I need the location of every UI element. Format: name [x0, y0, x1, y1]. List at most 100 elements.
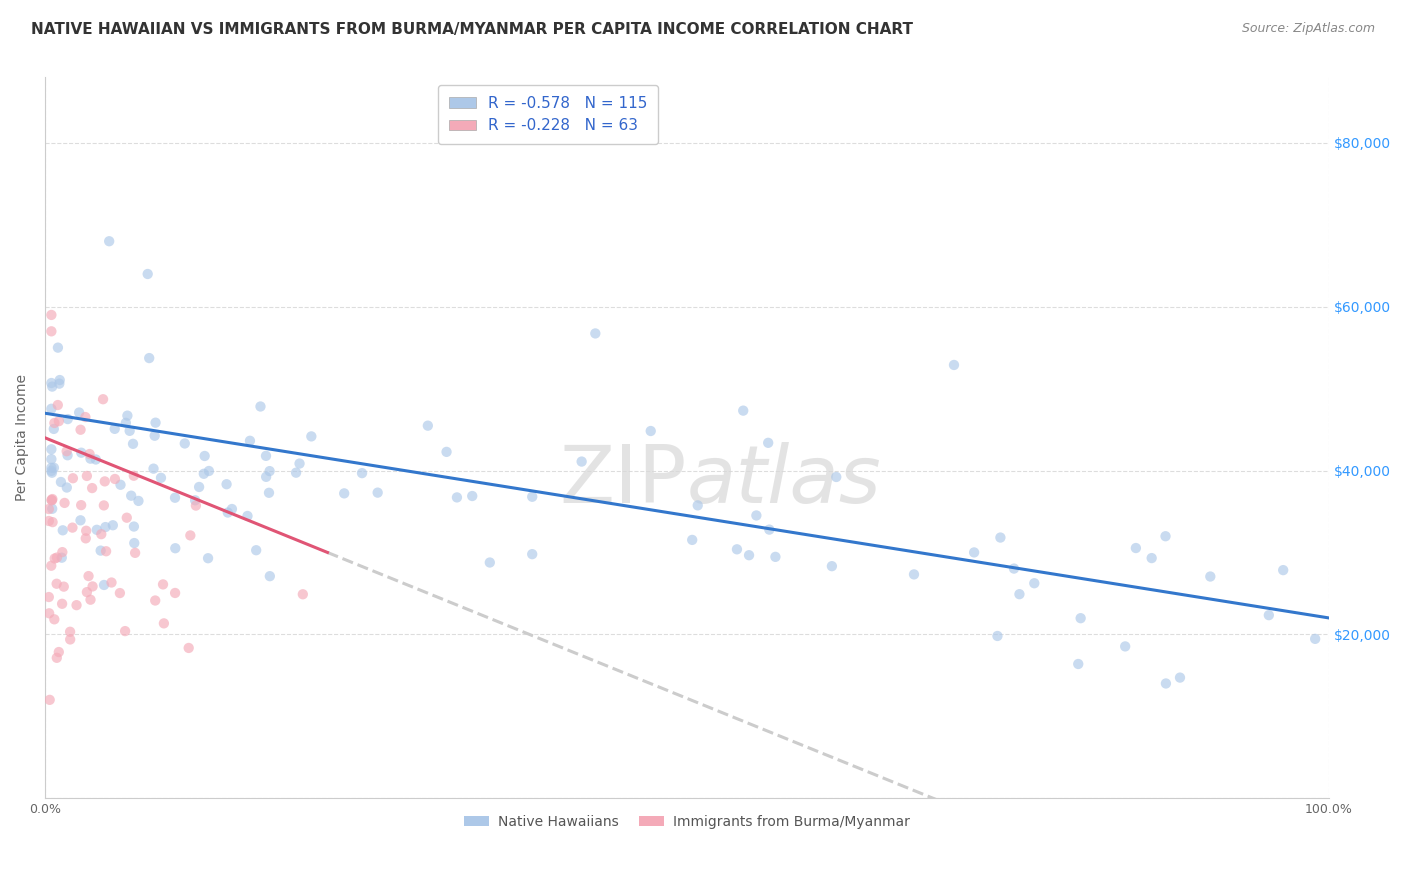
- Point: [198, 464, 221, 478]
- Point: [245, 543, 267, 558]
- Point: [76, 585, 98, 599]
- Point: [79, 447, 101, 461]
- Text: ZIP: ZIP: [560, 442, 688, 520]
- Point: [90, 543, 112, 558]
- Point: [124, 536, 146, 550]
- Point: [62, 471, 84, 485]
- Point: [100, 575, 122, 590]
- Point: [350, 466, 373, 480]
- Point: [41, 379, 63, 393]
- Point: [138, 351, 160, 365]
- Point: [254, 449, 277, 463]
- Point: [1154, 676, 1177, 690]
- Point: [41, 515, 63, 529]
- Point: [522, 490, 544, 504]
- Point: [943, 358, 966, 372]
- Point: [153, 616, 176, 631]
- Point: [56, 481, 79, 495]
- Point: [1024, 576, 1046, 591]
- Point: [758, 523, 780, 537]
- Point: [104, 422, 127, 436]
- Point: [56, 448, 79, 462]
- Point: [41, 401, 63, 416]
- Point: [38, 502, 60, 516]
- Point: [82, 481, 104, 495]
- Point: [522, 547, 544, 561]
- Point: [1070, 611, 1092, 625]
- Point: [48, 414, 70, 428]
- Point: [115, 416, 138, 430]
- Point: [48, 645, 70, 659]
- Point: [44, 551, 66, 566]
- Point: [124, 546, 146, 560]
- Point: [41, 501, 63, 516]
- Point: [41, 460, 63, 475]
- Point: [686, 499, 709, 513]
- Point: [41, 376, 63, 390]
- Point: [90, 527, 112, 541]
- Point: [45, 650, 67, 665]
- Point: [1008, 587, 1031, 601]
- Point: [75, 524, 97, 538]
- Text: atlas: atlas: [688, 442, 882, 520]
- Point: [681, 533, 703, 547]
- Point: [93, 578, 115, 592]
- Point: [110, 477, 132, 491]
- Point: [51, 545, 73, 559]
- Point: [127, 494, 149, 508]
- Point: [41, 491, 63, 506]
- Point: [136, 267, 159, 281]
- Point: [756, 435, 779, 450]
- Point: [142, 461, 165, 475]
- Point: [94, 520, 117, 534]
- Point: [69, 423, 91, 437]
- Point: [114, 624, 136, 639]
- Point: [163, 491, 186, 505]
- Point: [42, 422, 65, 436]
- Point: [1140, 551, 1163, 566]
- Point: [93, 499, 115, 513]
- Point: [821, 559, 844, 574]
- Text: NATIVE HAWAIIAN VS IMMIGRANTS FROM BURMA/MYANMAR PER CAPITA INCOME CORRELATION C: NATIVE HAWAIIAN VS IMMIGRANTS FROM BURMA…: [31, 22, 912, 37]
- Point: [165, 541, 187, 556]
- Point: [48, 373, 70, 387]
- Point: [101, 518, 124, 533]
- Point: [145, 416, 167, 430]
- Point: [733, 403, 755, 417]
- Point: [75, 532, 97, 546]
- Point: [76, 469, 98, 483]
- Text: Source: ZipAtlas.com: Source: ZipAtlas.com: [1241, 22, 1375, 36]
- Y-axis label: Per Capita Income: Per Capita Income: [15, 375, 30, 501]
- Point: [41, 452, 63, 467]
- Point: [236, 508, 259, 523]
- Point: [56, 412, 79, 426]
- Point: [41, 308, 63, 322]
- Point: [1257, 608, 1279, 623]
- Point: [46, 341, 69, 355]
- Point: [288, 457, 311, 471]
- Point: [75, 410, 97, 425]
- Point: [38, 693, 60, 707]
- Point: [285, 466, 308, 480]
- Point: [77, 569, 100, 583]
- Point: [48, 376, 70, 391]
- Point: [44, 612, 66, 626]
- Point: [903, 567, 925, 582]
- Point: [79, 592, 101, 607]
- Point: [152, 577, 174, 591]
- Point: [436, 445, 458, 459]
- Point: [38, 590, 60, 604]
- Point: [184, 493, 207, 508]
- Point: [91, 392, 114, 407]
- Point: [197, 551, 219, 566]
- Point: [38, 607, 60, 621]
- Point: [165, 586, 187, 600]
- Point: [184, 499, 207, 513]
- Point: [149, 471, 172, 485]
- Point: [70, 446, 93, 460]
- Point: [46, 550, 69, 565]
- Point: [299, 429, 322, 443]
- Point: [39, 558, 62, 573]
- Point: [44, 416, 66, 430]
- Point: [42, 460, 65, 475]
